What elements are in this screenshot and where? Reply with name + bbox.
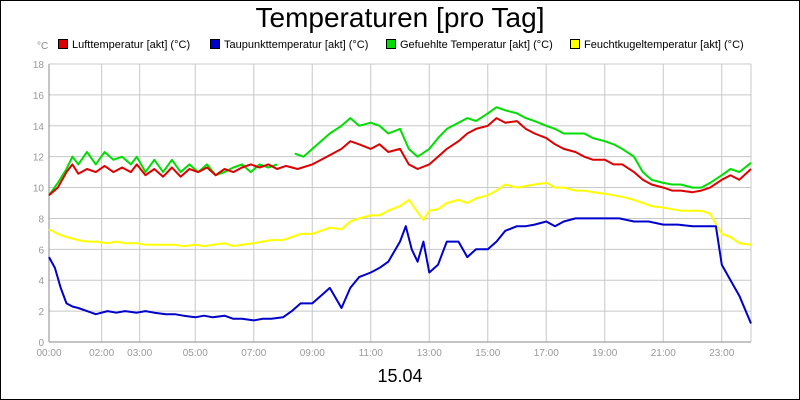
x-tick-label: 23:00 — [709, 348, 734, 359]
x-tick-label: 00:00 — [36, 348, 61, 359]
legend-swatch — [210, 39, 220, 49]
x-tick-label: 19:00 — [592, 348, 617, 359]
chart-title: Temperaturen [pro Tag] — [255, 2, 545, 33]
x-tick-label: 11:00 — [359, 348, 384, 359]
y-tick-label: 8 — [38, 214, 44, 225]
legend-swatch — [386, 39, 396, 49]
y-tick-label: 14 — [33, 122, 45, 133]
legend-item-taupunkttemperatur: Taupunkttemperatur [akt] (°C) — [210, 38, 368, 52]
series-line-2 — [48, 151, 278, 196]
x-tick-label: 13:00 — [417, 348, 442, 359]
x-tick-label: 17:00 — [534, 348, 559, 359]
x-tick-label: 21:00 — [651, 348, 676, 359]
y-tick-label: 16 — [33, 91, 45, 102]
series-line-1 — [48, 217, 752, 324]
x-tick-label: 15:00 — [475, 348, 500, 359]
y-tick-label: 6 — [38, 245, 44, 256]
y-tick-label: 0 — [38, 338, 44, 349]
legend-label: Feuchtkugeltemperatur [akt] (°C) — [584, 39, 744, 51]
legend-swatch — [570, 39, 580, 49]
plot-area — [49, 64, 751, 342]
legend-item-gefuehlte-temperatur: Gefuehlte Temperatur [akt] (°C) — [386, 38, 553, 52]
y-tick-label: 18 — [33, 60, 45, 71]
series-line-2 — [294, 106, 752, 189]
legend-item-lufttemperatur: Lufttemperatur [akt] (°C) — [58, 38, 190, 52]
legend-swatch — [58, 39, 68, 49]
x-tick-label: 02:00 — [89, 348, 114, 359]
series-line-0 — [48, 117, 752, 197]
y-tick-label: 2 — [38, 307, 44, 318]
series-line-3 — [48, 181, 752, 248]
legend-item-feuchtkugeltemperatur: Feuchtkugeltemperatur [akt] (°C) — [570, 38, 744, 52]
x-tick-label: 09:00 — [300, 348, 325, 359]
y-axis-unit: °C — [37, 41, 49, 52]
x-tick-label: 07:00 — [241, 348, 266, 359]
x-axis-date-label: 15.04 — [377, 366, 423, 386]
y-tick-label: 4 — [38, 276, 44, 287]
y-tick-label: 12 — [33, 153, 45, 164]
legend-label: Lufttemperatur [akt] (°C) — [72, 39, 191, 51]
x-tick-label: 05:00 — [183, 348, 208, 359]
legend-label: Gefuehlte Temperatur [akt] (°C) — [400, 39, 553, 51]
x-tick-label: 03:00 — [127, 348, 152, 359]
y-tick-label: 10 — [33, 184, 45, 195]
legend-label: Taupunkttemperatur [akt] (°C) — [224, 39, 369, 51]
